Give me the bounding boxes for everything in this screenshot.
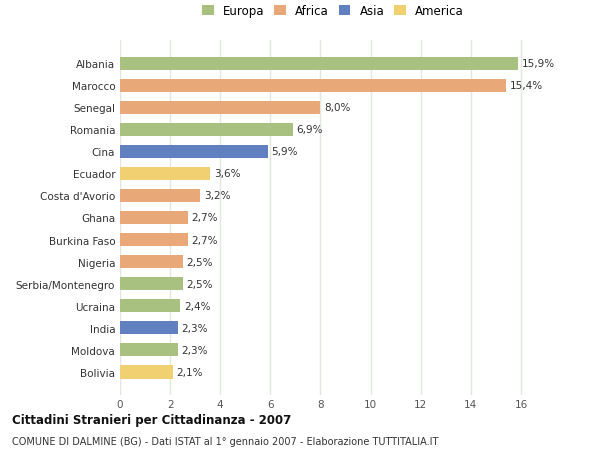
Bar bbox=[120, 365, 173, 379]
Bar bbox=[120, 123, 293, 137]
Text: 3,6%: 3,6% bbox=[214, 169, 241, 179]
Bar bbox=[120, 212, 188, 224]
Text: 2,4%: 2,4% bbox=[184, 301, 211, 311]
Text: 2,3%: 2,3% bbox=[181, 323, 208, 333]
Text: 8,0%: 8,0% bbox=[324, 103, 350, 113]
Text: 2,1%: 2,1% bbox=[176, 367, 203, 377]
Bar bbox=[120, 57, 518, 71]
Text: 5,9%: 5,9% bbox=[272, 147, 298, 157]
Bar bbox=[120, 146, 268, 159]
Bar bbox=[120, 168, 210, 180]
Text: 2,7%: 2,7% bbox=[191, 235, 218, 245]
Bar bbox=[120, 79, 506, 93]
Bar bbox=[120, 190, 200, 202]
Bar bbox=[120, 101, 320, 115]
Text: 15,4%: 15,4% bbox=[509, 81, 543, 91]
Text: 6,9%: 6,9% bbox=[296, 125, 323, 135]
Legend: Europa, Africa, Asia, America: Europa, Africa, Asia, America bbox=[202, 5, 464, 18]
Bar bbox=[120, 299, 180, 313]
Text: 15,9%: 15,9% bbox=[522, 59, 556, 69]
Text: 2,3%: 2,3% bbox=[181, 345, 208, 355]
Text: COMUNE DI DALMINE (BG) - Dati ISTAT al 1° gennaio 2007 - Elaborazione TUTTITALIA: COMUNE DI DALMINE (BG) - Dati ISTAT al 1… bbox=[12, 436, 439, 446]
Bar bbox=[120, 234, 188, 246]
Bar bbox=[120, 321, 178, 335]
Text: 2,7%: 2,7% bbox=[191, 213, 218, 223]
Text: 2,5%: 2,5% bbox=[187, 279, 213, 289]
Text: 3,2%: 3,2% bbox=[204, 191, 230, 201]
Bar bbox=[120, 256, 182, 269]
Bar bbox=[120, 343, 178, 357]
Bar bbox=[120, 277, 182, 291]
Text: Cittadini Stranieri per Cittadinanza - 2007: Cittadini Stranieri per Cittadinanza - 2… bbox=[12, 413, 291, 426]
Text: 2,5%: 2,5% bbox=[187, 257, 213, 267]
